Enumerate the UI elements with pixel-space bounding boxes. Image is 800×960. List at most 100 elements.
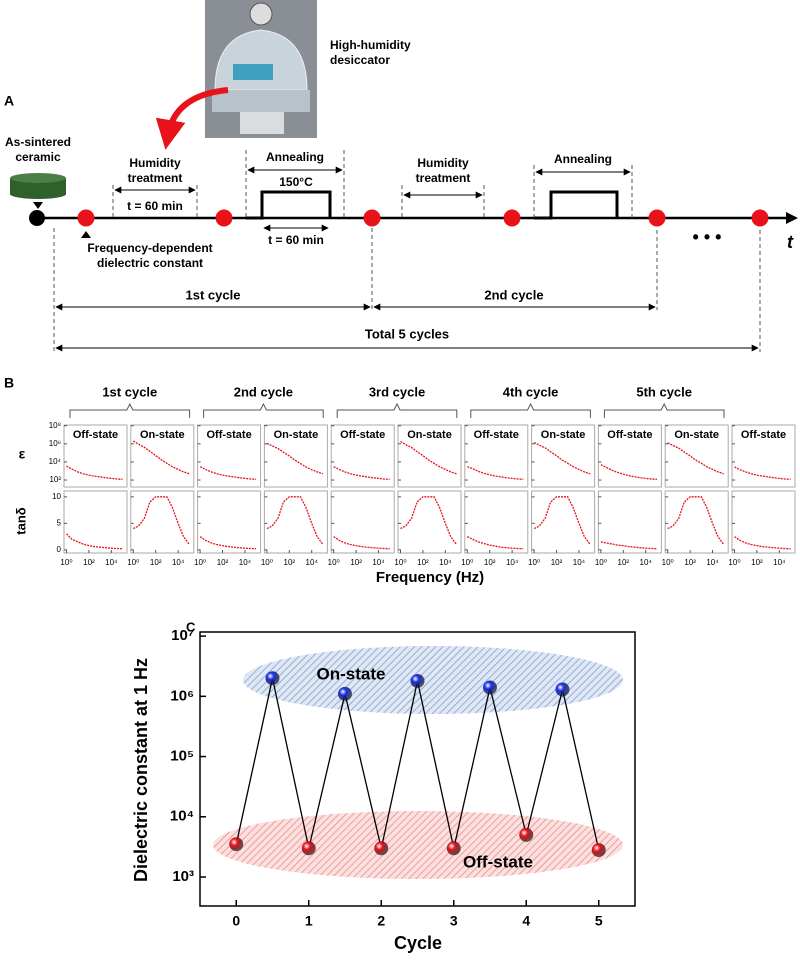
x-tick-label: 10² (684, 558, 696, 567)
y-tick-label: 10⁵ (170, 748, 194, 765)
x-tick-label: 5 (595, 913, 603, 929)
pointer (33, 202, 43, 209)
x-tick-label: 1 (305, 913, 313, 929)
bracket (69, 402, 191, 418)
curve (266, 496, 324, 545)
annotation: On-state (317, 664, 386, 683)
state-label: On-state (674, 429, 719, 441)
panel-c: C On-state Off-state Cycle Dielectric co… (131, 619, 636, 953)
bracket (336, 402, 458, 418)
y-tick-label: 10⁸ (49, 421, 61, 430)
step-time: t = 60 min (268, 233, 324, 247)
state-label: Off-state (206, 429, 251, 441)
mini-plot-frame (531, 424, 596, 488)
y-tick-label: 5 (57, 518, 62, 527)
step-time: t = 60 min (127, 199, 183, 213)
y-tick-label: 10 (52, 492, 61, 501)
start-label: As-sintered ceramic (5, 135, 71, 164)
x-tick-label: 10⁰ (328, 558, 340, 567)
x-tick-label: 10² (417, 558, 429, 567)
marker (555, 682, 570, 697)
x-tick-label: 10² (751, 558, 763, 567)
x-tick-label: 10⁴ (506, 558, 519, 567)
x-tick-label: 10⁴ (640, 558, 653, 567)
temperature: 150°C (279, 175, 313, 189)
on-state-region (243, 646, 623, 714)
pulse (534, 190, 619, 220)
panel-a: High-humidity desiccator A As-sintered cer… (4, 0, 798, 352)
mini-plot-frame (263, 490, 328, 554)
panel-b: B ε tanδ Frequency (Hz) 1st cycle 2nd cyc… (4, 375, 796, 586)
x-tick-label: 10⁰ (127, 558, 139, 567)
desiccator-photo (205, 0, 317, 138)
x-tick-label: 10⁰ (595, 558, 607, 567)
x-tick-label: 10² (618, 558, 630, 567)
y-tick-label: 10² (49, 475, 61, 484)
x-tick-label: 10⁰ (261, 558, 273, 567)
state-label: On-state (274, 429, 319, 441)
curve (66, 533, 123, 550)
x-tick-label: 10⁴ (105, 558, 118, 567)
mini-plot-frame (330, 490, 395, 554)
x-tick-label: 10² (484, 558, 496, 567)
cycle-label: 5th cycle (636, 384, 692, 399)
cycle-label: 2nd cycle (484, 287, 543, 302)
x-tick-label: 10⁰ (60, 558, 72, 567)
marker (519, 827, 534, 842)
curve (333, 536, 390, 550)
step-label: Annealing (554, 152, 612, 166)
curve (66, 465, 123, 480)
state-label: On-state (407, 429, 452, 441)
x-tick-label: 10⁰ (394, 558, 406, 567)
y-tick-label: 10⁶ (49, 439, 61, 448)
mini-plot-frame (664, 424, 729, 488)
measurement-label: Frequency-dependent dielectric constant (87, 241, 212, 270)
x-tick-label: 10² (350, 558, 362, 567)
curve (400, 440, 457, 475)
x-tick-label: 3 (450, 913, 458, 929)
curve (400, 496, 458, 545)
cycle-label: 1st cycle (186, 287, 241, 302)
cycle-label: 4th cycle (503, 384, 559, 399)
marker (229, 837, 244, 852)
mini-plot-frame (130, 424, 195, 488)
x-tick-label: 0 (232, 913, 240, 929)
mini-plot-frame (664, 490, 729, 554)
state-label: Off-state (73, 429, 118, 441)
y-tick-label: 0 (57, 545, 62, 554)
marker (591, 843, 606, 858)
x-tick-label: 10⁴ (239, 558, 252, 567)
timeline-head (786, 212, 798, 224)
y-tick-label: 10⁴ (49, 457, 62, 466)
row-label: ε (19, 446, 26, 462)
x-tick-label: 10⁴ (573, 558, 586, 567)
y-tick-label: 10⁶ (170, 687, 194, 704)
curve (199, 536, 257, 550)
marker (301, 841, 316, 856)
x-tick-label: 4 (522, 913, 530, 929)
mini-plot-frame (197, 490, 262, 554)
cycle-label: 2nd cycle (234, 384, 293, 399)
mini-plot-frame (397, 424, 462, 488)
marker (338, 686, 352, 701)
panel-letter: C (186, 619, 196, 634)
total-label: Total 5 cycles (365, 326, 449, 341)
mini-plot-frame (397, 490, 462, 554)
marker (374, 841, 389, 856)
marker (410, 673, 425, 688)
photo-label: High-humidity desiccator (330, 38, 411, 67)
cycle-label: 3rd cycle (369, 384, 425, 399)
mini-plot-frame (597, 490, 662, 554)
bracket (470, 402, 591, 418)
x-tick-label: 10² (551, 558, 563, 567)
ceramic-disk (10, 173, 66, 199)
panel-letter: A (4, 93, 14, 109)
step-label: Annealing (266, 150, 324, 164)
annotation: Off-state (463, 852, 533, 871)
x-tick-label: 10⁰ (528, 558, 540, 567)
curve (199, 466, 257, 480)
x-tick-label: 10⁴ (706, 558, 719, 567)
x-tick-label: 10⁰ (461, 558, 473, 567)
start-dot (29, 210, 45, 226)
state-label: Off-state (607, 429, 652, 441)
